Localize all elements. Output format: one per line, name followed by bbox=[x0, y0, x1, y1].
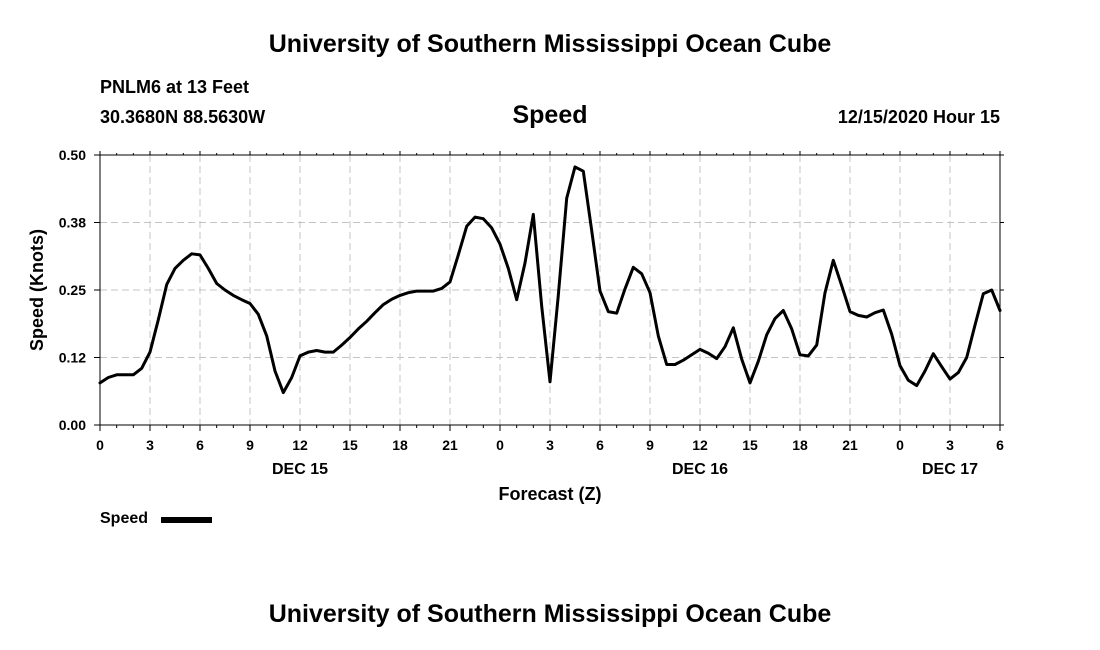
y-axis-label: Speed (Knots) bbox=[27, 229, 47, 351]
x-tick-label: 3 bbox=[546, 437, 554, 453]
coordinates-label: 30.3680N 88.5630W bbox=[100, 107, 266, 127]
x-tick-label: 12 bbox=[292, 437, 308, 453]
x-tick-label: 0 bbox=[496, 437, 504, 453]
x-tick-label: 21 bbox=[842, 437, 858, 453]
x-tick-label: 12 bbox=[692, 437, 708, 453]
x-tick-label: 6 bbox=[996, 437, 1004, 453]
station-label: PNLM6 at 13 Feet bbox=[100, 77, 250, 97]
legend-label: Speed bbox=[100, 510, 149, 527]
x-tick-label: 15 bbox=[342, 437, 358, 453]
page-title-top: University of Southern Mississippi Ocean… bbox=[268, 30, 832, 58]
x-tick-label: 21 bbox=[442, 437, 458, 453]
page-title-bottom: University of Southern Mississippi Ocean… bbox=[268, 600, 832, 628]
x-tick-label: 6 bbox=[596, 437, 604, 453]
chart-title: Speed bbox=[512, 101, 588, 129]
x-tick-label: 3 bbox=[946, 437, 954, 453]
x-tick-label: 9 bbox=[246, 437, 254, 453]
x-tick-label: 9 bbox=[646, 437, 654, 453]
y-tick-label: 0.25 bbox=[59, 282, 86, 298]
x-tick-label: 15 bbox=[742, 437, 758, 453]
legend-line-swatch bbox=[161, 517, 212, 523]
x-tick-label: 18 bbox=[792, 437, 808, 453]
y-tick-label: 0.50 bbox=[59, 147, 86, 163]
plot-frame bbox=[99, 154, 1001, 426]
speed-series-line bbox=[98, 165, 1002, 395]
x-tick-label: 18 bbox=[392, 437, 408, 453]
day-label: DEC 16 bbox=[672, 461, 728, 478]
day-label: DEC 17 bbox=[922, 461, 978, 478]
y-tick-label: 0.00 bbox=[59, 417, 86, 433]
x-axis-label: Forecast (Z) bbox=[498, 484, 601, 504]
forecast-datetime: 12/15/2020 Hour 15 bbox=[837, 107, 1000, 127]
x-tick-label: 0 bbox=[896, 437, 904, 453]
y-tick-label: 0.12 bbox=[59, 350, 86, 366]
y-tick-label: 0.38 bbox=[59, 215, 86, 231]
x-tick-label: 3 bbox=[146, 437, 154, 453]
x-tick-label: 0 bbox=[96, 437, 104, 453]
x-tick-label: 6 bbox=[196, 437, 204, 453]
day-label: DEC 15 bbox=[272, 461, 328, 478]
